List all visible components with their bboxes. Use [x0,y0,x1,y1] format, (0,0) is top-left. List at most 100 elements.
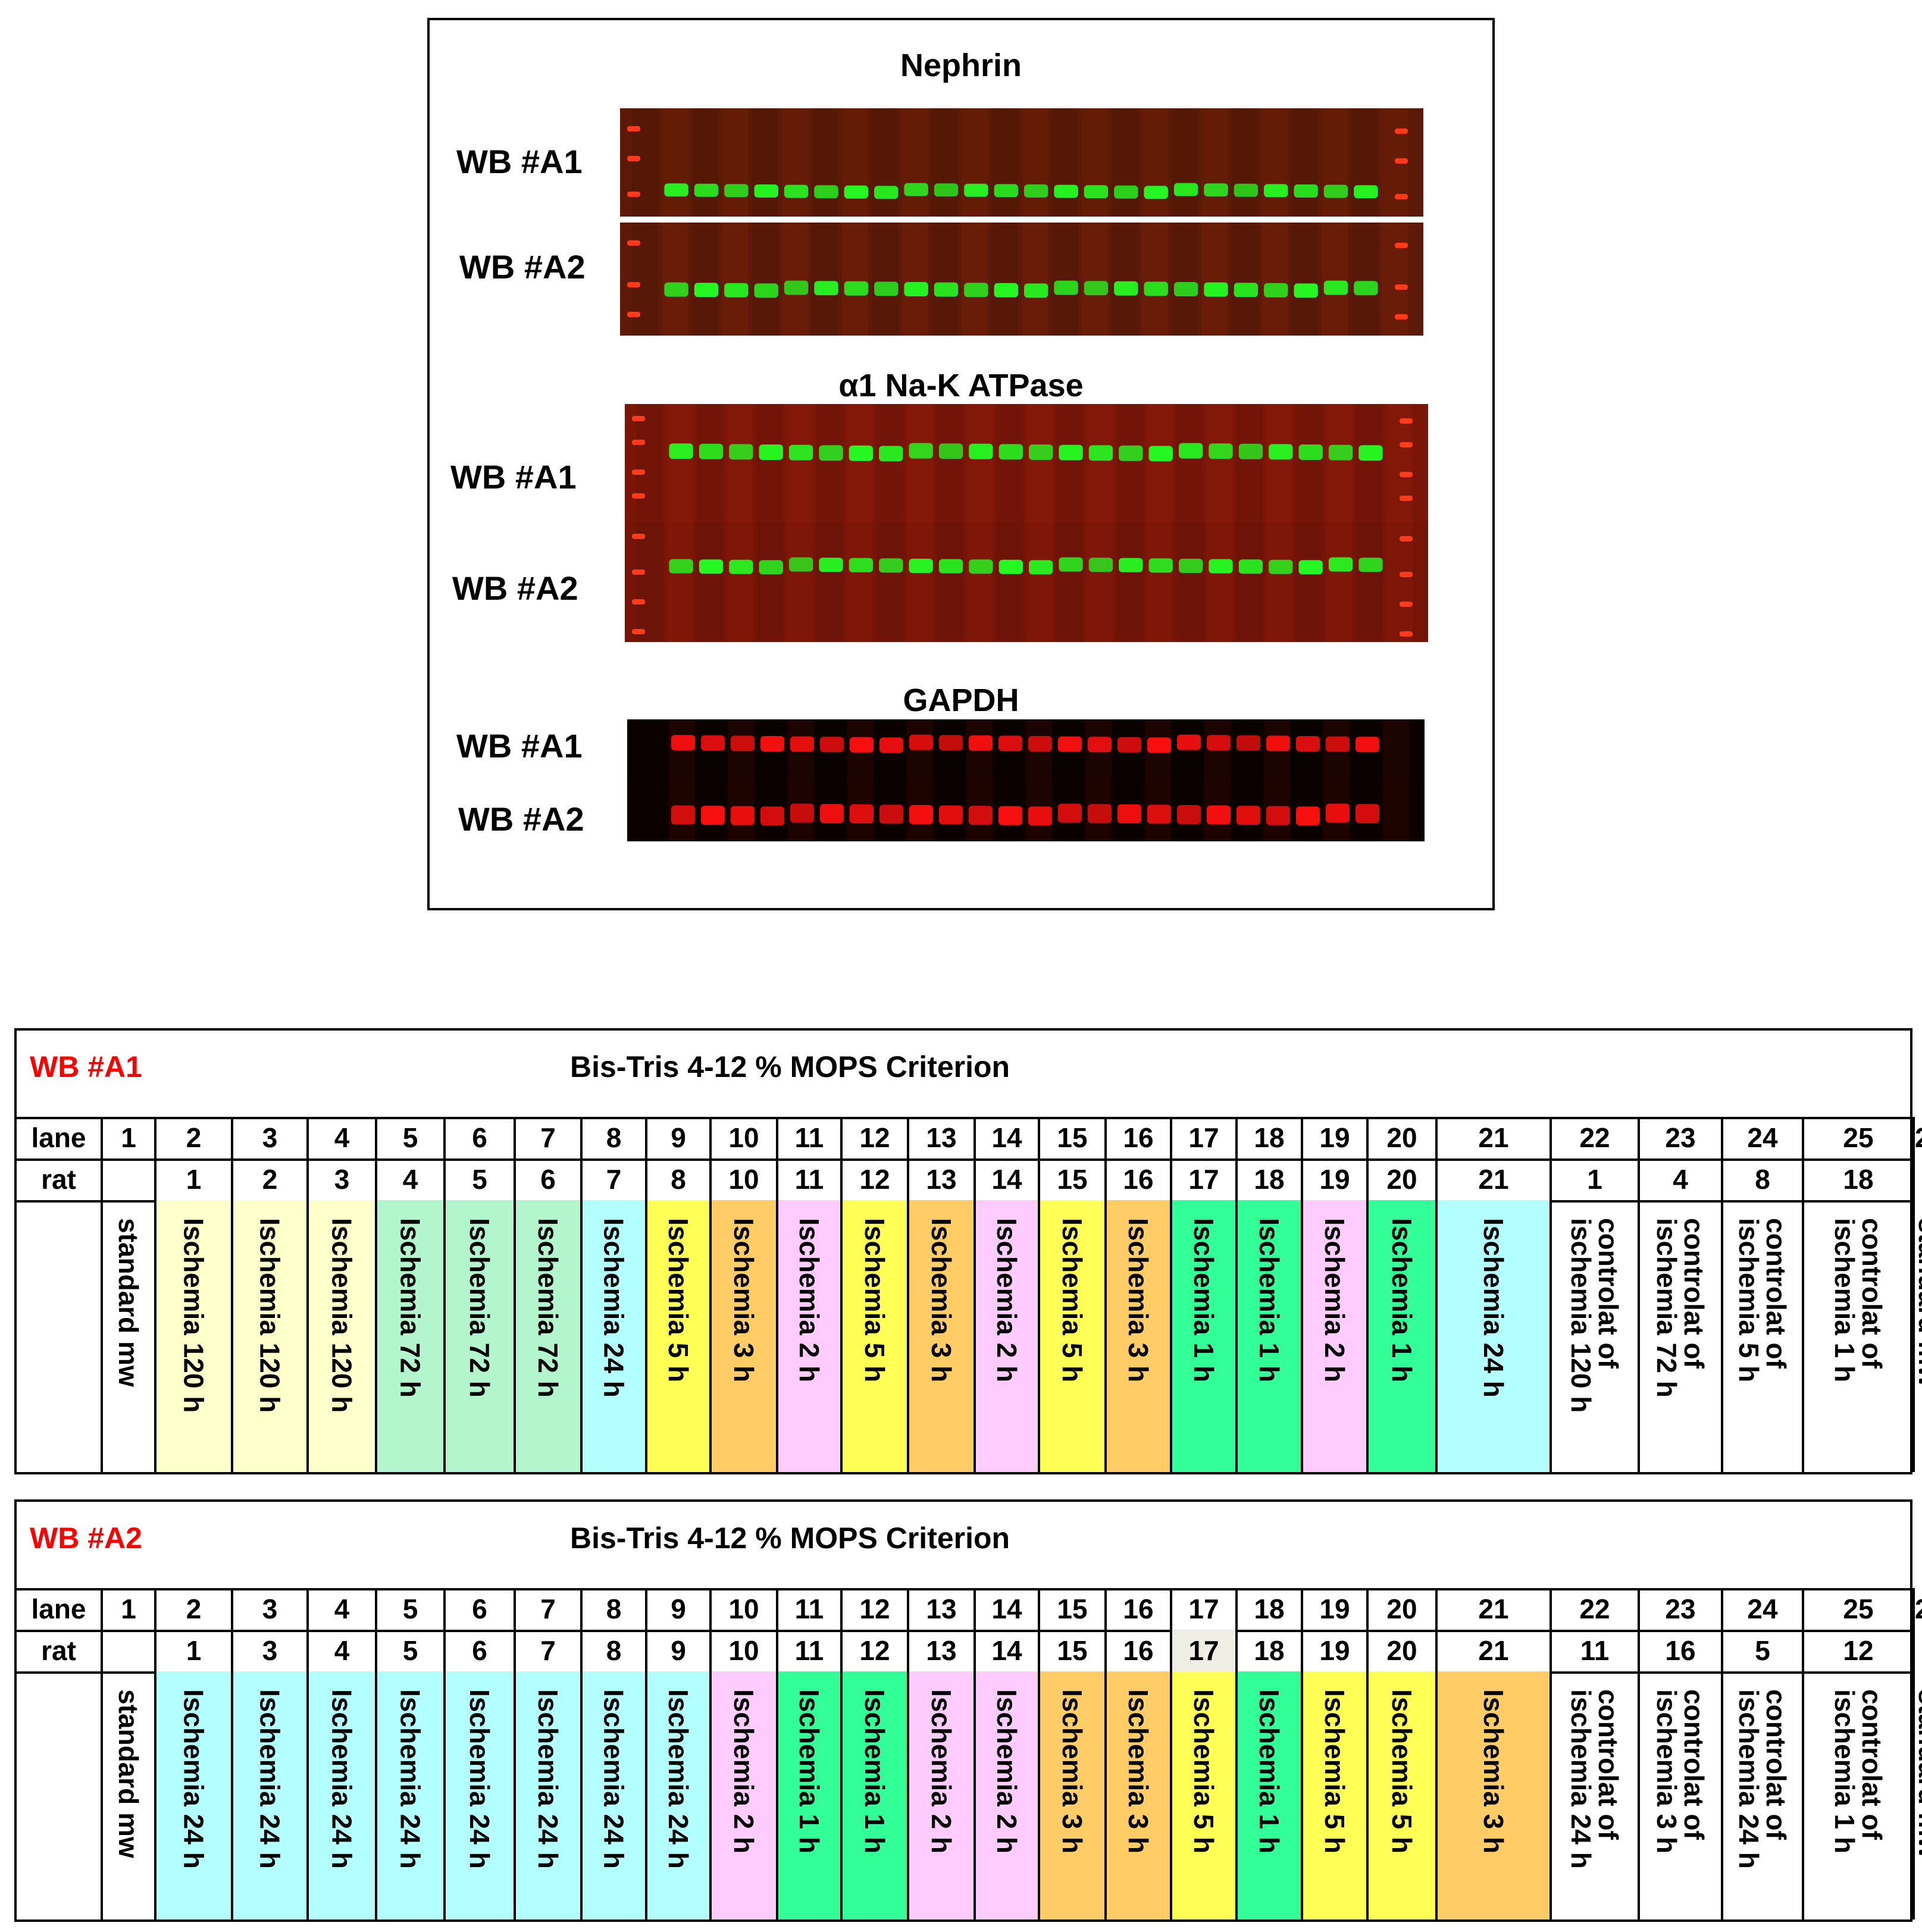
blot-lane-shade [966,404,993,522]
condition-row: standard mw Ischemia 120 h Ischemia 120 h I… [17,1200,1922,1472]
protein-band [939,805,963,825]
lane-condition: Ischemia 24 h [377,1671,446,1920]
protein-band [1114,281,1138,296]
rat-number: 11 [778,1158,843,1200]
mw-marker-band [1400,496,1413,501]
nephrin-wb-a2-label: WB #A2 [459,248,586,286]
blot-lane-shade [846,404,874,522]
lane-number: 4 [309,1117,377,1158]
rat-number: 4 [377,1158,446,1200]
condition-label-blank [17,1200,103,1472]
rat-number: 12 [1804,1630,1915,1671]
protein-band [1298,444,1323,460]
condition-text: Ischemia 5 h [859,1218,890,1383]
condition-text: Ischemia 72 h [533,1218,564,1398]
lane-number: 23 [1640,1117,1723,1158]
rat-number: 17 [1172,1630,1238,1671]
lane-condition: Ischemia 120 h [309,1200,377,1472]
lane-number: 13 [909,1117,976,1158]
mw-marker-band [1400,602,1413,607]
blot-lane-shade [812,108,838,217]
gel-description: Bis-Tris 4-12 % MOPS Criterion [570,1050,1010,1084]
gapdh-blot-svg [627,719,1425,841]
condition-text: Ischemia 120 h [178,1218,209,1413]
condition-text: controlat of ischemia 3 h [1651,1689,1710,1854]
mw-marker-band [632,569,645,575]
lane-number: 17 [1172,1117,1238,1158]
protein-band [1147,737,1171,753]
condition-text: controlat of ischemia 5 h [1733,1218,1792,1383]
protein-band [1088,804,1112,823]
protein-band [1354,185,1378,199]
lane-condition: controlat of ischemia 3 h [1640,1671,1723,1920]
lane-condition: Ischemia 24 h [583,1671,647,1920]
protein-band [879,737,903,753]
blot-lane-shade [727,404,753,522]
protein-band [969,735,993,751]
blot-lane-shade [1321,108,1348,217]
lane-condition: Ischemia 2 h [778,1200,843,1472]
protein-band [784,280,809,295]
protein-band [754,184,778,198]
protein-band [1204,282,1228,297]
protein-band [964,183,988,197]
blot-lane-shade [781,223,809,336]
protein-band [1088,558,1113,572]
condition-row: standard mw Ischemia 24 h Ischemia 24 h Isc… [17,1671,1922,1920]
protein-band [1029,444,1053,460]
lane-number: 9 [647,1588,712,1630]
blot-lane-shade [1116,522,1143,642]
mw-marker-band [1400,472,1413,477]
condition-text: controlat of ischemia 120 h [1566,1218,1624,1413]
protein-band [994,283,1018,298]
lane-condition: Ischemia 2 h [1303,1200,1369,1472]
blot-lane-shade [666,522,693,642]
protein-band [879,804,903,824]
rat-label: rat [17,1158,103,1200]
lane-number: 15 [1040,1117,1107,1158]
lane-number: 14 [976,1117,1040,1158]
lane-number: 11 [778,1588,843,1630]
blot-lane-shade [1383,779,1409,841]
condition-text: Ischemia 120 h [254,1218,286,1413]
rat-number: 1 [1552,1158,1640,1200]
lane-condition: Ischemia 72 h [446,1200,516,1472]
lane-condition: Ischemia 2 h [976,1200,1040,1472]
lane-number: 8 [583,1588,647,1630]
rat-number: 6 [516,1158,583,1200]
lane-number: 5 [377,1117,446,1158]
blot-lane-shade [1231,108,1259,217]
lane-condition: Ischemia 120 h [156,1200,233,1472]
blot-lane-shade [781,108,809,217]
mw-marker-band [632,629,645,634]
lane-condition: Ischemia 72 h [377,1200,446,1472]
blot-lane-shade [1236,522,1263,642]
lane-table-a1: WB #A1 Bis-Tris 4-12 % MOPS Criterion la… [14,1028,1922,1474]
protein-band [1326,736,1350,752]
blot-lane-shade [906,522,933,642]
lane-row: lane 1 2 3 4 5 6 7 8 9 10 11 12 13 14 15 16 17 18 19 20 21 22 2… [17,1117,1922,1161]
blot-membrane-strip [627,719,1425,779]
lane-number: 3 [233,1117,309,1158]
lane-number: 24 [1723,1588,1804,1630]
condition-text: Ischemia 1 h [1188,1218,1219,1383]
protein-band [1234,183,1259,197]
protein-band [1059,444,1083,461]
blot-lane-shade [877,404,903,522]
condition-text: Ischemia 24 h [395,1689,426,1869]
blot-lane-shade [722,108,749,217]
protein-band [724,184,749,198]
rat-number: 12 [843,1158,909,1200]
mw-marker-band [1395,158,1408,164]
blot-lane-shade [1146,522,1173,642]
mw-marker-band [1395,243,1408,248]
lane-number: 20 [1369,1117,1438,1158]
protein-band [759,560,783,575]
lane-condition: standard mw [1913,1671,1922,1920]
protein-band [1029,560,1053,575]
nephrin-title: Nephrin [900,48,1022,83]
lane-condition: Ischemia 1 h [843,1671,909,1920]
blot-lane-shade [1141,223,1168,336]
rat-number: 17 [1172,1158,1238,1200]
protein-band [1296,736,1320,751]
